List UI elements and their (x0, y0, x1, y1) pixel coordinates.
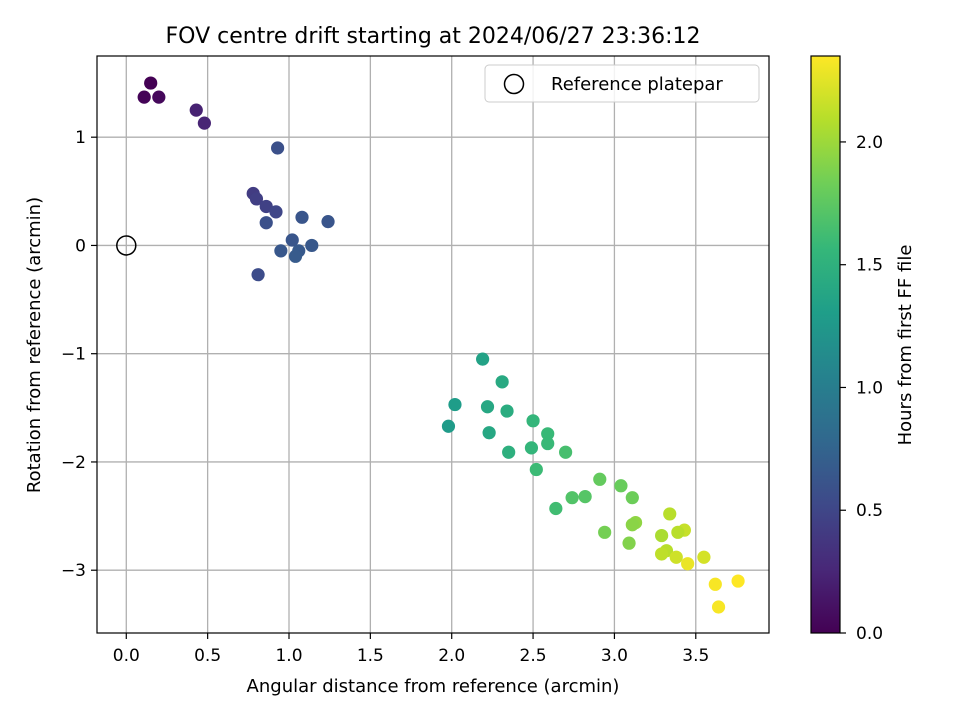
data-point (441, 419, 456, 433)
colorbar (810, 55, 841, 634)
data-point (529, 462, 543, 477)
colorbar-tick-label: 0.0 (856, 624, 883, 644)
data-point (663, 507, 677, 521)
data-point (295, 210, 309, 224)
x-axis-ticks: 0.0 0.5 1.0 1.5 2.0 2.5 3.0 3.5 (113, 633, 709, 666)
colorbar-tick-label: 2.0 (856, 133, 883, 153)
legend-label-reference-platepar: Reference platepar (551, 74, 723, 95)
data-point (144, 76, 158, 90)
data-point (189, 103, 203, 117)
reference-marker-layer (116, 235, 137, 256)
data-point (249, 192, 264, 206)
data-points (137, 76, 745, 614)
data-point (598, 525, 612, 539)
data-point (269, 205, 283, 219)
x-tick-label: 0.5 (194, 646, 221, 666)
data-point (285, 233, 299, 247)
grid-lines (97, 56, 769, 633)
data-point (502, 445, 516, 459)
data-point (259, 216, 273, 230)
data-point (524, 441, 539, 455)
data-point (625, 518, 639, 532)
x-tick-label: 1.5 (357, 646, 384, 666)
data-point (622, 536, 636, 550)
x-tick-label: 0.0 (113, 646, 140, 666)
y-tick-label: 0 (75, 236, 86, 256)
data-point (708, 577, 722, 591)
x-tick-label: 3.0 (601, 646, 628, 666)
data-point (731, 574, 745, 588)
data-point (274, 244, 288, 258)
data-point (305, 238, 319, 253)
data-point (549, 501, 563, 516)
data-point (625, 491, 639, 505)
data-point (559, 445, 573, 459)
reference-platepar-marker (116, 235, 137, 256)
data-point (152, 90, 166, 104)
data-point (655, 528, 669, 543)
y-tick-label: −1 (61, 345, 86, 365)
legend-open-circle-marker (503, 73, 525, 95)
y-tick-label: −2 (61, 453, 86, 473)
data-point (197, 116, 211, 130)
data-point (541, 436, 555, 451)
plot-frame (96, 55, 770, 634)
data-point (480, 400, 495, 414)
data-point (476, 352, 490, 366)
colorbar-ticks: 0.0 0.5 1.0 1.5 2.0 (840, 133, 883, 644)
y-tick-label: −3 (61, 561, 86, 581)
data-point (669, 550, 683, 564)
x-tick-label: 2.0 (438, 646, 465, 666)
data-point (495, 375, 509, 389)
x-axis-label: Angular distance from reference (arcmin) (247, 676, 620, 697)
data-point (671, 525, 685, 539)
data-point (681, 557, 695, 571)
legend: Reference platepar (484, 64, 760, 103)
data-point (482, 426, 496, 440)
data-point (271, 141, 285, 155)
data-point (697, 550, 711, 564)
data-point (578, 489, 592, 504)
data-point (614, 479, 628, 493)
legend-box (484, 64, 760, 103)
y-tick-label: 1 (75, 128, 86, 148)
x-tick-label: 1.0 (275, 646, 302, 666)
data-point (541, 427, 555, 441)
colorbar-tick-label: 1.5 (856, 256, 883, 276)
x-tick-label: 3.5 (682, 646, 709, 666)
data-point (448, 397, 462, 412)
data-point (251, 268, 265, 282)
data-point (137, 90, 151, 104)
data-point (565, 491, 579, 505)
data-point (593, 472, 607, 486)
colorbar-tick-label: 1.0 (856, 378, 883, 398)
data-point (526, 414, 540, 428)
data-point (500, 404, 514, 418)
data-point (655, 547, 669, 561)
colorbar-label: Hours from first FF file (895, 245, 916, 446)
colorbar-tick-label: 0.5 (856, 501, 883, 521)
chart-title: FOV centre drift starting at 2024/06/27 … (166, 24, 701, 49)
data-point (711, 600, 726, 614)
data-point (288, 249, 303, 263)
data-point (259, 199, 273, 214)
data-point (321, 215, 335, 229)
y-axis-label: Rotation from reference (arcmin) (24, 197, 45, 493)
x-tick-label: 2.5 (520, 646, 547, 666)
y-axis-ticks: 1 0 −1 −2 −3 (61, 128, 97, 581)
